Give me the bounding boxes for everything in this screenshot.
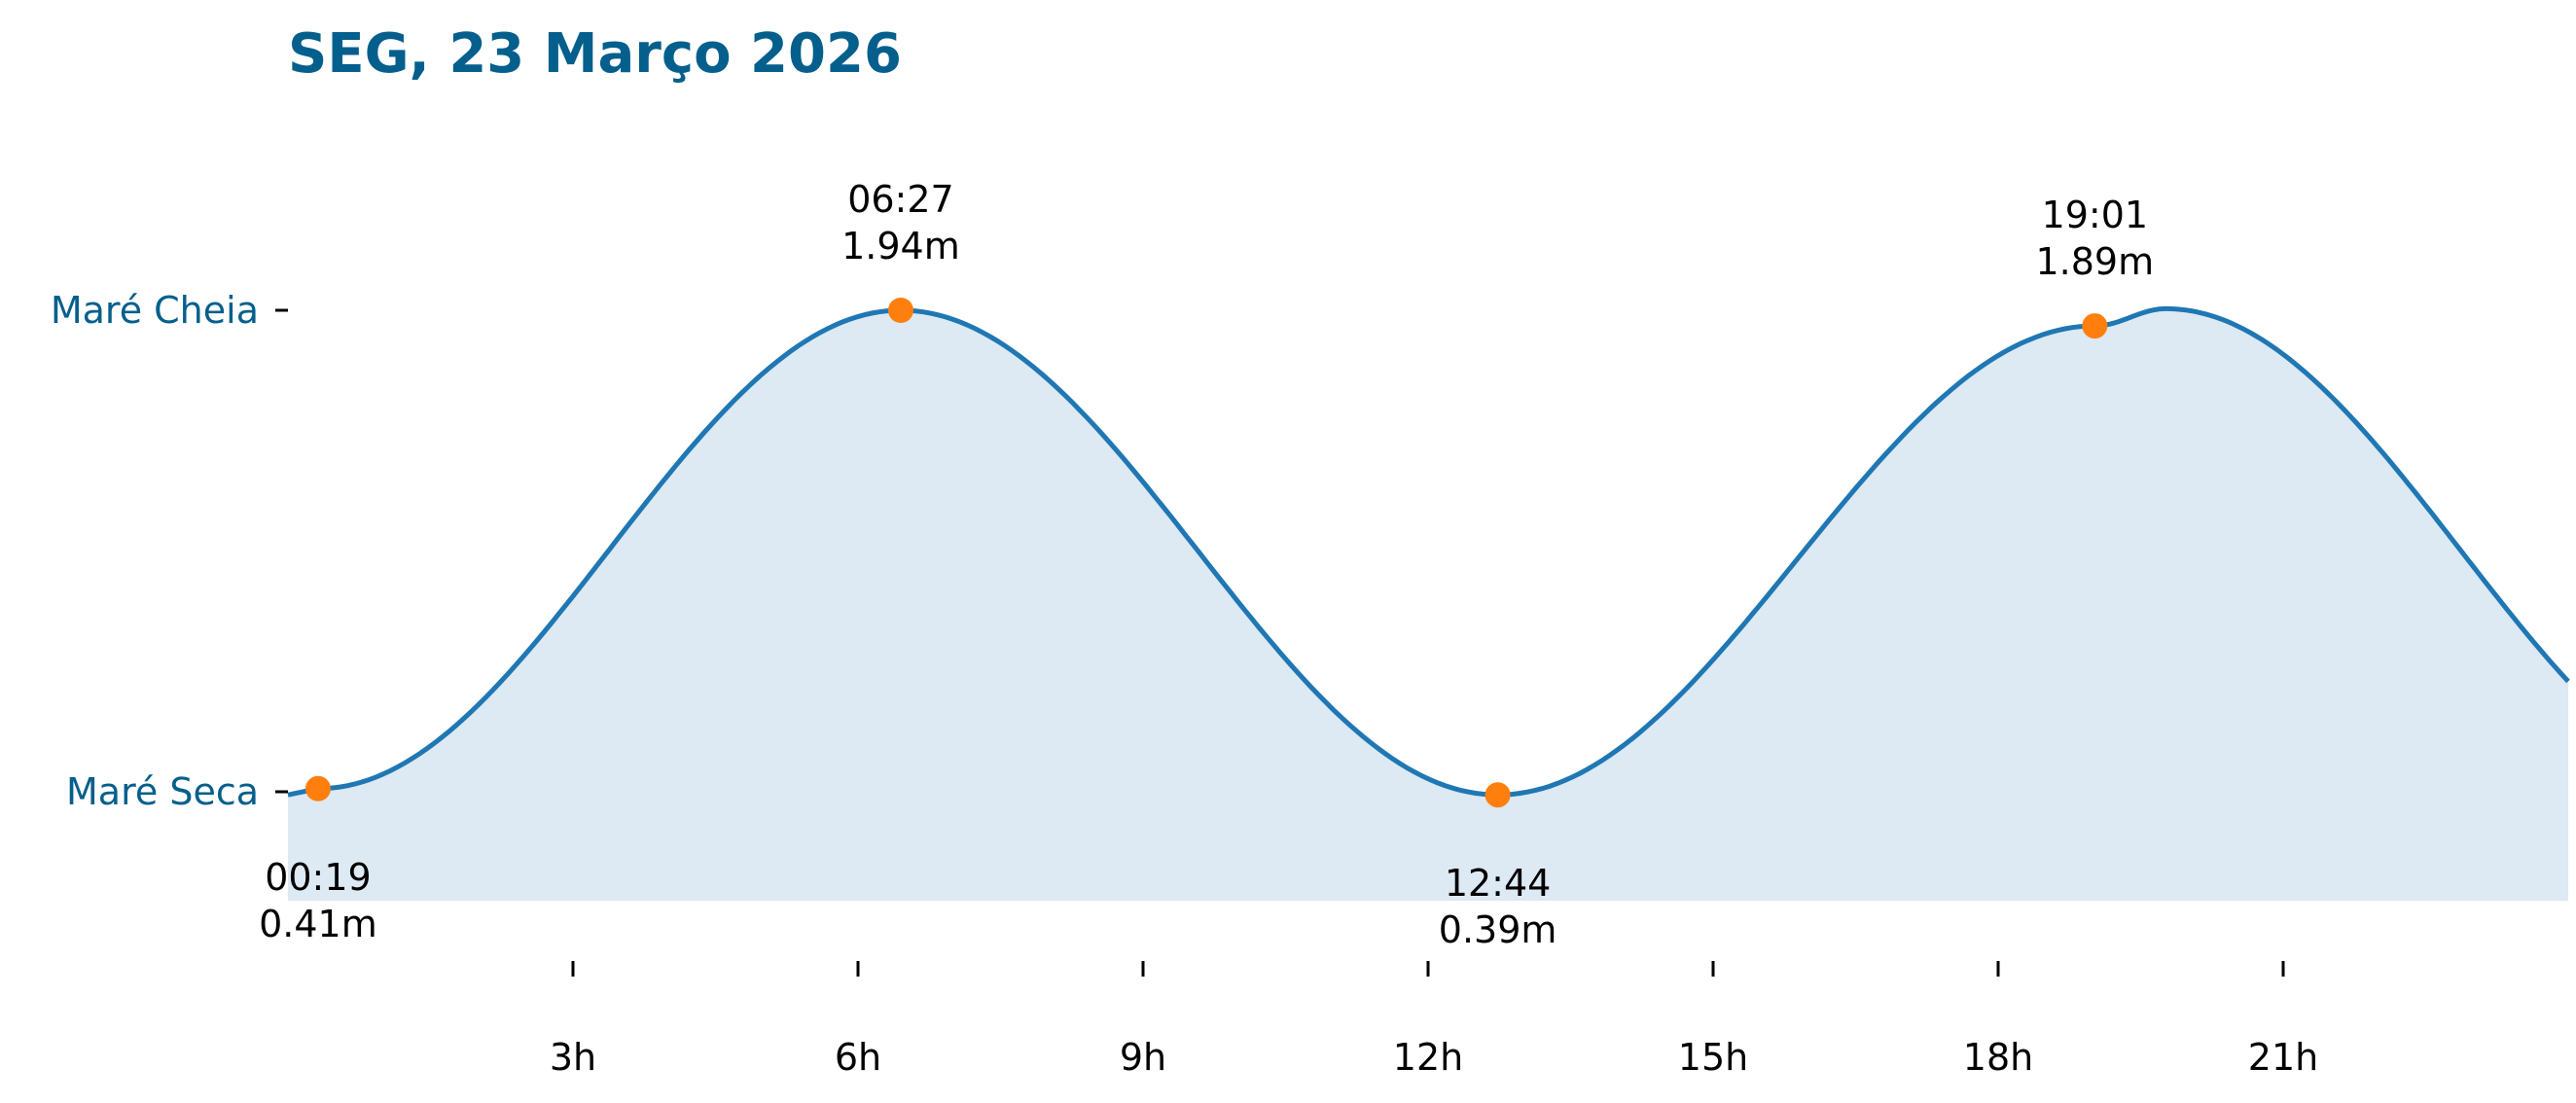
tide-height-label: 0.39m xyxy=(1439,908,1557,951)
tide-height-label: 0.41m xyxy=(259,903,377,945)
tide-time-label: 19:01 xyxy=(2042,194,2149,236)
tide-time-label: 06:27 xyxy=(847,178,954,221)
tide-extreme-markers xyxy=(304,298,2108,808)
x-tick-label: 15h xyxy=(1678,1036,1748,1079)
x-tick-label: 3h xyxy=(550,1036,596,1079)
y-axis: Maré Seca Maré Cheia xyxy=(51,289,288,813)
tide-time-label: 00:19 xyxy=(265,856,372,899)
x-tick-label: 18h xyxy=(1963,1036,2033,1079)
x-tick-label: 12h xyxy=(1393,1036,1463,1079)
x-axis: 3h 6h 9h 12h 15h 18h 21h xyxy=(550,961,2318,1079)
tide-extreme-labels: 00:190.41m 06:271.94m 12:440.39m 19:011.89m xyxy=(259,178,2154,951)
chart-title: SEG, 23 Março 2026 xyxy=(288,22,902,86)
y-tick-label: Maré Seca xyxy=(66,770,259,813)
tide-height-label: 1.94m xyxy=(841,225,960,267)
x-tick-label: 21h xyxy=(2248,1036,2318,1079)
tide-curve-line xyxy=(287,305,2570,798)
tide-area-fill xyxy=(288,308,2568,901)
y-tick-label: Maré Cheia xyxy=(51,289,259,332)
x-tick-label: 6h xyxy=(835,1036,881,1079)
tide-high-marker xyxy=(2082,313,2108,339)
tide-low-marker xyxy=(1485,782,1511,808)
x-tick-label: 9h xyxy=(1120,1036,1166,1079)
tide-time-label: 12:44 xyxy=(1445,862,1552,905)
tide-low-marker xyxy=(304,775,331,801)
tide-height-label: 1.89m xyxy=(2036,240,2155,283)
tide-high-marker xyxy=(887,298,913,323)
